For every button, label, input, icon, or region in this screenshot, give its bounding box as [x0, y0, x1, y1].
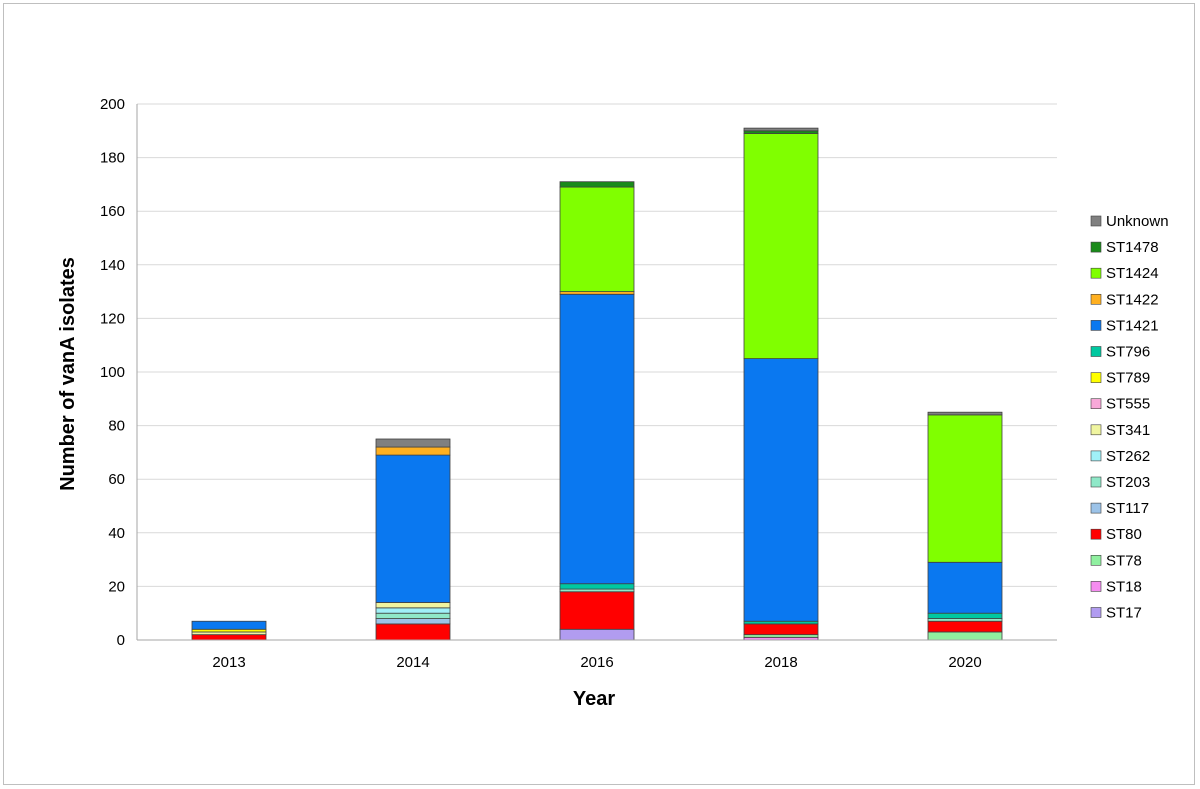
bar-segment-st80-2020 [927, 620, 1003, 633]
legend-swatch-st796 [1090, 346, 1102, 357]
bar-segment-st1422-2016 [559, 291, 635, 295]
bar-segment-st1421-2016 [559, 293, 635, 585]
bar-segment-st1424-2020 [927, 414, 1003, 563]
legend-swatch-st203 [1090, 476, 1102, 488]
bar-segment-unknown-2020 [927, 411, 1003, 416]
legend-swatch-unknown [1090, 215, 1102, 227]
bar-segment-unknown-2018 [743, 127, 819, 132]
bar-segment-st796-2018 [743, 620, 819, 625]
legend-swatch-st1478 [1090, 241, 1102, 253]
legend-swatch-st1421 [1090, 320, 1102, 331]
y-tick-label: 60 [108, 471, 125, 488]
legend-swatch-st117 [1090, 502, 1102, 514]
legend-label-st17: ST17 [1106, 605, 1142, 622]
bar-segment-st203-2020 [927, 618, 1003, 622]
y-tick-label: 140 [100, 257, 125, 274]
legend-label-st117: ST117 [1106, 500, 1149, 517]
legend-label-st796: ST796 [1106, 344, 1150, 361]
y-tick-label: 20 [108, 578, 125, 595]
bar-segment-unknown-2014 [375, 438, 451, 448]
x-tick-label: 2013 [212, 654, 245, 671]
bar-segment-st117-2014 [375, 618, 451, 625]
legend-swatch-st1422 [1090, 293, 1102, 305]
y-tick-label: 100 [100, 364, 125, 381]
legend-label-st80: ST80 [1106, 526, 1142, 543]
bar-segment-st1421-2020 [927, 561, 1003, 614]
legend-label-st203: ST203 [1106, 474, 1150, 491]
legend-label-st262: ST262 [1106, 448, 1150, 465]
legend-swatch-st17 [1090, 607, 1102, 618]
x-tick-label: 2020 [948, 654, 981, 671]
bar-segment-st1421-2013 [191, 620, 267, 630]
bar-segment-st1478-2016 [559, 181, 635, 188]
bar-segment-st80-2014 [375, 623, 451, 641]
legend-label-st555: ST555 [1106, 396, 1150, 413]
legend-swatch-st1424 [1090, 267, 1102, 279]
legend-swatch-st789 [1090, 372, 1102, 383]
bar-segment-st1424-2018 [743, 133, 819, 359]
legend-label-st78: ST78 [1106, 552, 1142, 569]
bar-segment-st203-2016 [559, 588, 635, 593]
bar-segment-st1424-2016 [559, 186, 635, 292]
legend-label-st1421: ST1421 [1106, 317, 1159, 334]
bar-segment-st1478-2018 [743, 130, 819, 134]
bar-segment-st341-2013 [191, 631, 267, 636]
legend-swatch-st341 [1090, 424, 1102, 436]
y-tick-label: 180 [100, 150, 125, 167]
bars [191, 127, 1003, 641]
bar-segment-st80-2018 [743, 623, 819, 636]
y-tick-label: 160 [100, 203, 125, 220]
bar-segment-st1421-2014 [375, 454, 451, 603]
bar-segment-st262-2014 [375, 607, 451, 614]
x-tick-label: 2016 [580, 654, 613, 671]
y-tick-label: 40 [108, 525, 125, 542]
bar-segment-st78-2018 [743, 634, 819, 638]
legend-swatch-st262 [1090, 450, 1102, 462]
bar-segment-st17-2016 [559, 628, 635, 641]
bar-segment-st80-2013 [191, 634, 267, 641]
y-axis-title: Number of vanA isolates [57, 257, 79, 491]
legend: Unknown ST1478 ST1424 ST1422 ST1421 ST796 ST78… [1090, 213, 1169, 622]
x-tick-label: 2018 [764, 654, 797, 671]
stacked-bar-chart: 0 20 40 60 80 100 120 140 160 180 200 2013 2014 2016 2… [57, 96, 1169, 710]
legend-swatch-st18 [1090, 581, 1102, 592]
axes: 0 20 40 60 80 100 120 140 160 180 200 2013 2014 2016 2… [100, 96, 1057, 671]
legend-label-st341: ST341 [1106, 422, 1150, 439]
legend-label-st1424: ST1424 [1106, 265, 1159, 282]
chart-frame: 0 20 40 60 80 100 120 140 160 180 200 2013 2014 2016 2… [3, 3, 1195, 785]
y-tick-label: 0 [117, 632, 125, 649]
bar-segment-st1421-2018 [743, 358, 819, 622]
legend-swatch-st80 [1090, 528, 1102, 540]
bar-segment-st796-2020 [927, 612, 1003, 619]
y-tick-label: 120 [100, 310, 125, 327]
bar-segment-st796-2016 [559, 583, 635, 590]
x-tick-label: 2014 [396, 654, 429, 671]
legend-label-unknown: Unknown [1106, 213, 1169, 230]
y-tick-label: 200 [100, 96, 125, 113]
legend-swatch-st78 [1090, 554, 1102, 566]
y-tick-label: 80 [108, 418, 125, 435]
bar-segment-st80-2016 [559, 591, 635, 630]
legend-label-st1422: ST1422 [1106, 291, 1159, 308]
legend-label-st18: ST18 [1106, 578, 1142, 595]
legend-label-st1478: ST1478 [1106, 239, 1159, 256]
bar-segment-st203-2014 [375, 612, 451, 619]
legend-swatch-st555 [1090, 398, 1102, 410]
x-axis-title: Year [573, 688, 615, 710]
bar-segment-st789-2013 [191, 628, 267, 633]
bar-segment-st78-2020 [927, 631, 1003, 641]
legend-label-st789: ST789 [1106, 370, 1150, 387]
bar-segment-st1422-2014 [375, 446, 451, 456]
bar-segment-st341-2014 [375, 602, 451, 609]
